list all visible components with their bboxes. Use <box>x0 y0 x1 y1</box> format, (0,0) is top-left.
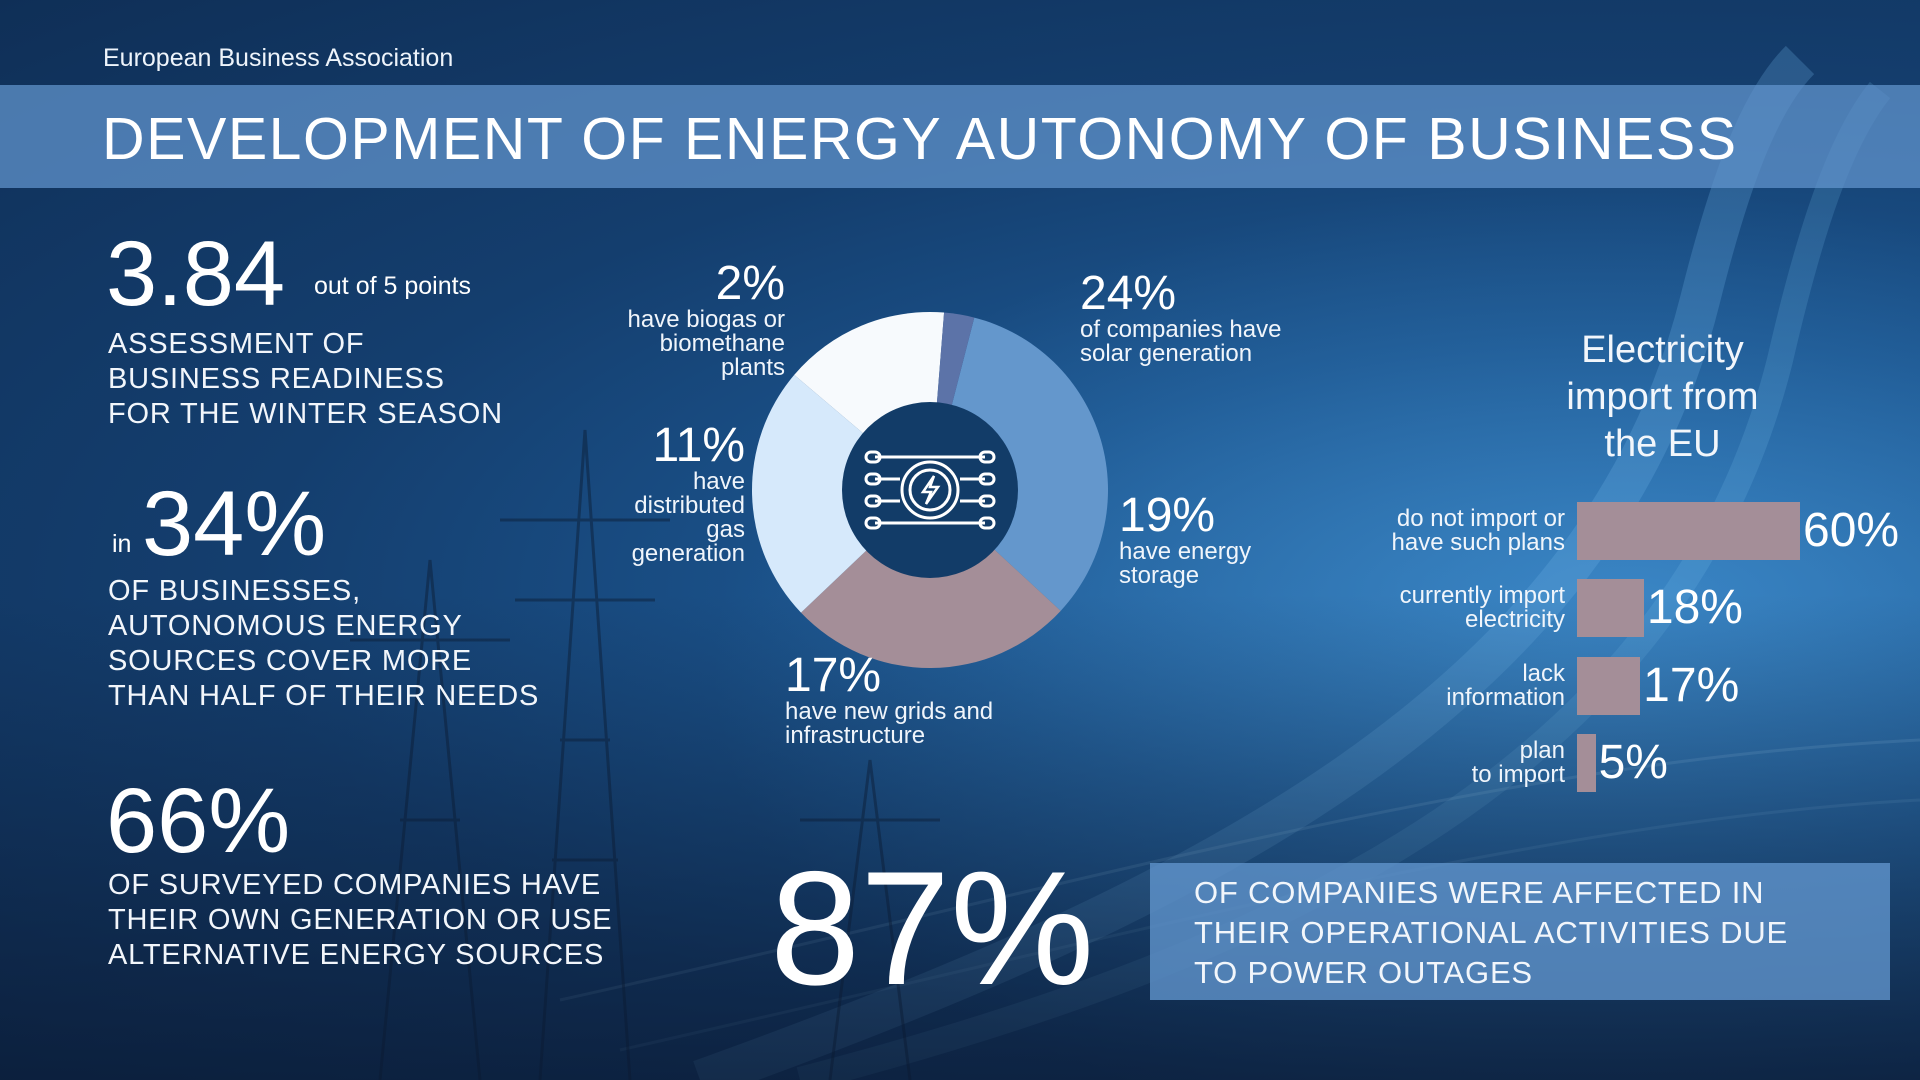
page-title: DEVELOPMENT OF ENERGY AUTONOMY OF BUSINE… <box>102 106 1738 172</box>
bar-category-label-line: electricity <box>1464 606 1565 633</box>
energy-grid-icon <box>864 450 996 530</box>
slice-label-solar: 24% of companies have solar generation <box>1080 270 1281 366</box>
slice-label-line: generation <box>631 540 745 567</box>
slice-label-grids: 17% have new grids and infrastructure <box>785 652 993 748</box>
bar-category-label-line: have such plans <box>1391 529 1565 556</box>
bar-value-label: 60% <box>1803 504 1900 557</box>
slice-label-line: have energy <box>1119 538 1252 565</box>
slice-label-line: solar generation <box>1080 340 1253 367</box>
bar-category-label-line: plan <box>1519 737 1565 764</box>
outages-value: 87% <box>770 838 1095 1019</box>
bar-category-label: do not import or have such plans <box>1265 507 1565 555</box>
outages-caption-line: OF COMPANIES WERE AFFECTED IN <box>1194 875 1765 910</box>
readiness-caption-line: FOR THE WINTER SEASON <box>108 398 503 430</box>
organization-name: European Business Association <box>103 44 454 72</box>
own-generation-caption-line: ALTERNATIVE ENERGY SOURCES <box>108 939 605 971</box>
donut-slice-storage <box>800 490 1061 668</box>
bar-chart-title-line: Electricity <box>1581 329 1744 371</box>
readiness-unit: out of 5 points <box>314 272 472 300</box>
bar-category-label-line: information <box>1446 684 1565 711</box>
donut-chart <box>752 312 1108 668</box>
own-generation-caption-line: THEIR OWN GENERATION OR USE <box>108 904 613 936</box>
outages-caption: OF COMPANIES WERE AFFECTED IN THEIR OPER… <box>1194 873 1788 993</box>
autonomous-prefix: in <box>112 530 132 558</box>
own-generation-caption: OF SURVEYED COMPANIES HAVE THEIR OWN GEN… <box>108 868 612 973</box>
bar-category-label: lack information <box>1265 662 1565 710</box>
bar-category-label-line: lack <box>1522 660 1565 687</box>
autonomous-value: 34% <box>142 473 327 575</box>
slice-pct: 19% <box>1119 489 1216 542</box>
outages-caption-line: THEIR OPERATIONAL ACTIVITIES DUE <box>1194 915 1789 950</box>
bar-category-label: currently import electricity <box>1265 584 1565 632</box>
slice-label-line: have biogas or <box>627 306 785 333</box>
title-band: DEVELOPMENT OF ENERGY AUTONOMY OF BUSINE… <box>0 85 1920 188</box>
bar-value-label: 5% <box>1598 736 1668 789</box>
outages-caption-line: TO POWER OUTAGES <box>1194 955 1533 990</box>
bar <box>1577 657 1641 715</box>
donut-slice-solar <box>930 317 1108 611</box>
own-generation-caption-line: OF SURVEYED COMPANIES HAVE <box>108 869 601 901</box>
slice-label-line: plants <box>720 354 785 381</box>
bar-chart-title: Electricity import from the EU <box>1490 327 1835 468</box>
autonomous-caption-line: OF BUSINESSES, <box>108 575 361 607</box>
outages-box: OF COMPANIES WERE AFFECTED IN THEIR OPER… <box>1150 863 1890 1000</box>
slice-label-line: storage <box>1119 562 1200 589</box>
slice-label-line: have new grids and <box>785 698 994 725</box>
bar <box>1577 502 1800 560</box>
slice-pct: 24% <box>1080 267 1177 320</box>
readiness-value: 3.84 <box>106 223 286 325</box>
autonomous-caption-line: AUTONOMOUS ENERGY <box>108 610 463 642</box>
bar-value-label: 18% <box>1646 581 1743 634</box>
readiness-caption: ASSESSMENT OF BUSINESS READINESS FOR THE… <box>108 327 503 432</box>
bar-chart-title-line: import from <box>1566 376 1759 418</box>
bar-category-label: plan to import <box>1265 739 1565 787</box>
donut-slice-grids <box>752 374 930 613</box>
slice-pct: 17% <box>785 649 882 702</box>
readiness-caption-line: BUSINESS READINESS <box>108 363 445 395</box>
slice-label-gas: 11% have distributed gas generation <box>560 422 745 566</box>
bar-category-label-line: do not import or <box>1396 505 1565 532</box>
bar-category-label-line: currently import <box>1399 582 1565 609</box>
slice-label-storage: 19% have energy storage <box>1119 492 1251 588</box>
slice-label-line: have <box>692 468 745 495</box>
slice-label-line: of companies have <box>1080 316 1282 343</box>
slice-label-line: distributed <box>634 492 745 519</box>
autonomous-caption-line: THAN HALF OF THEIR NEEDS <box>108 680 540 712</box>
slice-pct: 2% <box>715 257 785 310</box>
autonomous-caption: OF BUSINESSES, AUTONOMOUS ENERGY SOURCES… <box>108 574 539 714</box>
own-generation-value: 66% <box>106 770 291 872</box>
bar <box>1577 579 1644 637</box>
slice-label-biogas: 2% have biogas or biomethane plants <box>560 260 785 380</box>
bar-category-label-line: to import <box>1471 761 1565 788</box>
slice-label-line: gas <box>706 516 745 543</box>
slice-pct: 11% <box>652 419 745 472</box>
slice-label-line: biomethane <box>659 330 785 357</box>
bar-chart-title-line: the EU <box>1604 423 1721 465</box>
readiness-caption-line: ASSESSMENT OF <box>108 328 365 360</box>
bar <box>1577 734 1596 792</box>
slice-label-line: infrastructure <box>785 722 926 749</box>
bar-value-label: 17% <box>1643 659 1740 712</box>
autonomous-caption-line: SOURCES COVER MORE <box>108 645 473 677</box>
